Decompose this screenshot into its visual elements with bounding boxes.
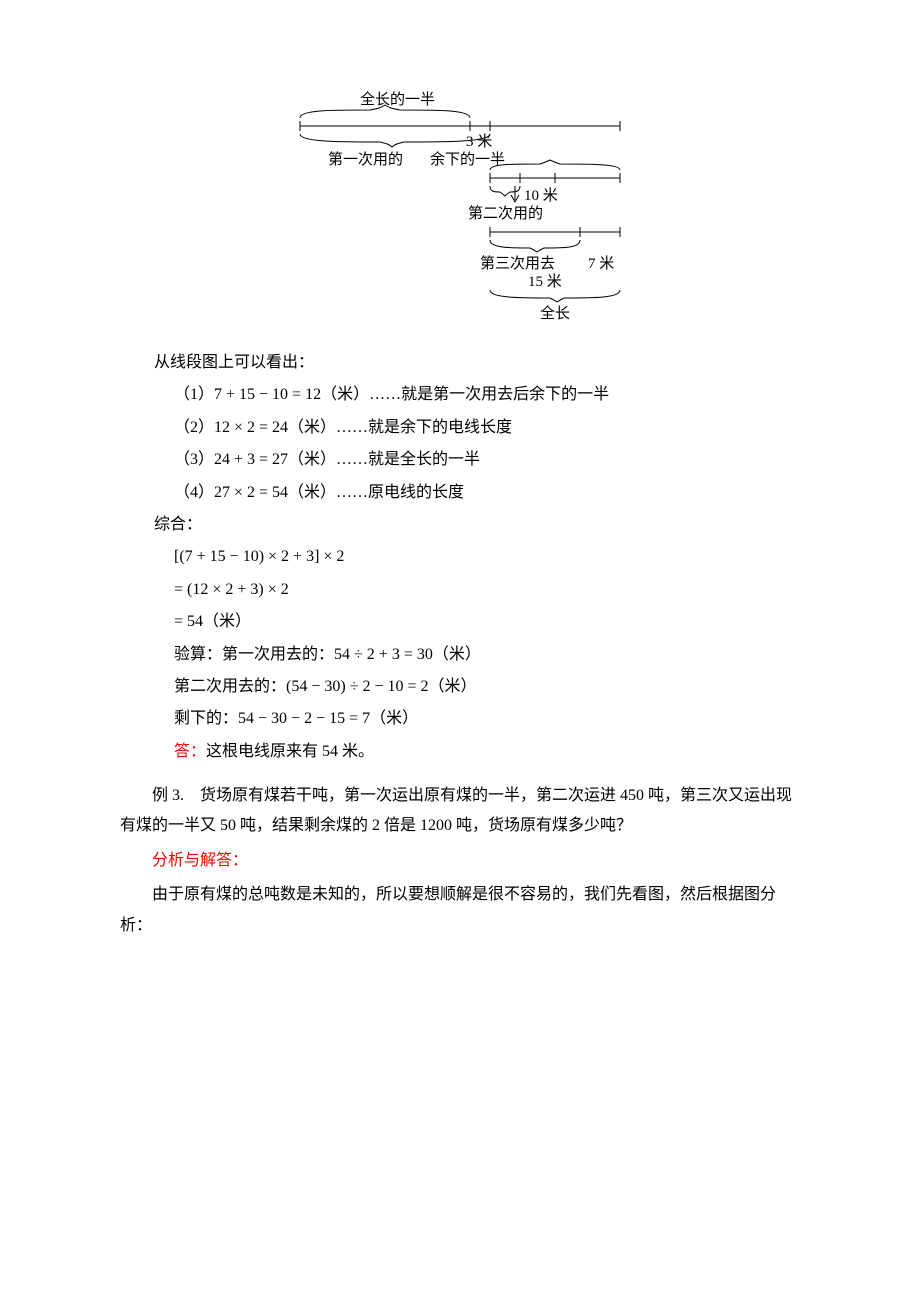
diagram-label-first-use: 第一次用的: [328, 150, 403, 168]
verify-line-1: 验算：第一次用去的：54 ÷ 2 + 3 = 30（米）: [120, 640, 800, 670]
diagram-label-3m: 3 米: [466, 133, 492, 150]
step-1: （1）7 + 15 − 10 = 12（米）……就是第一次用去后余下的一半: [120, 380, 800, 410]
analysis-heading: 分析与解答：: [120, 846, 800, 876]
document-page: 全长的一半 第一次用的 3 米 余下的一半 10 米 第二次用的: [0, 0, 920, 1302]
diagram-label-top: 全长的一半: [360, 90, 435, 108]
verify-line-3: 剩下的：54 − 30 − 2 − 15 = 7（米）: [120, 704, 800, 734]
diagram-label-15m: 15 米: [528, 273, 562, 290]
diagram-label-second-use: 第二次用的: [468, 204, 543, 222]
line-segment-diagram: 全长的一半 第一次用的 3 米 余下的一半 10 米 第二次用的: [280, 90, 640, 330]
diagram-label-third-use: 第三次用去: [480, 254, 555, 272]
diagram-label-7m: 7 米: [588, 255, 614, 272]
analysis-text: 由于原有煤的总吨数是未知的，所以要想顺解是很不容易的，我们先看图，然后根据图分析…: [120, 880, 800, 941]
summary-label: 综合：: [120, 510, 800, 540]
diagram-label-remain-half: 余下的一半: [430, 150, 505, 168]
diagram-label-full: 全长: [540, 304, 570, 322]
step-2: （2）12 × 2 = 24（米）……就是余下的电线长度: [120, 413, 800, 443]
equation-line-3: = 54（米）: [120, 607, 800, 637]
from-diagram-line: 从线段图上可以看出：: [120, 348, 800, 378]
diagram-label-10m: 10 米: [524, 187, 558, 204]
equation-line-2: = (12 × 2 + 3) × 2: [120, 575, 800, 605]
equation-line-1: [(7 + 15 − 10) × 2 + 3] × 2: [120, 542, 800, 572]
example-3: 例 3. 货场原有煤若干吨，第一次运出原有煤的一半，第二次运进 450 吨，第三…: [120, 781, 800, 842]
example-3-label: 例 3.: [152, 787, 184, 804]
step-3: （3）24 + 3 = 27（米）……就是全长的一半: [120, 445, 800, 475]
answer-line: 答：这根电线原来有 54 米。: [120, 737, 800, 767]
step-4: （4）27 × 2 = 54（米）……原电线的长度: [120, 478, 800, 508]
verify-line-2: 第二次用去的：(54 − 30) ÷ 2 − 10 = 2（米）: [120, 672, 800, 702]
answer-label: 答：: [174, 743, 206, 760]
